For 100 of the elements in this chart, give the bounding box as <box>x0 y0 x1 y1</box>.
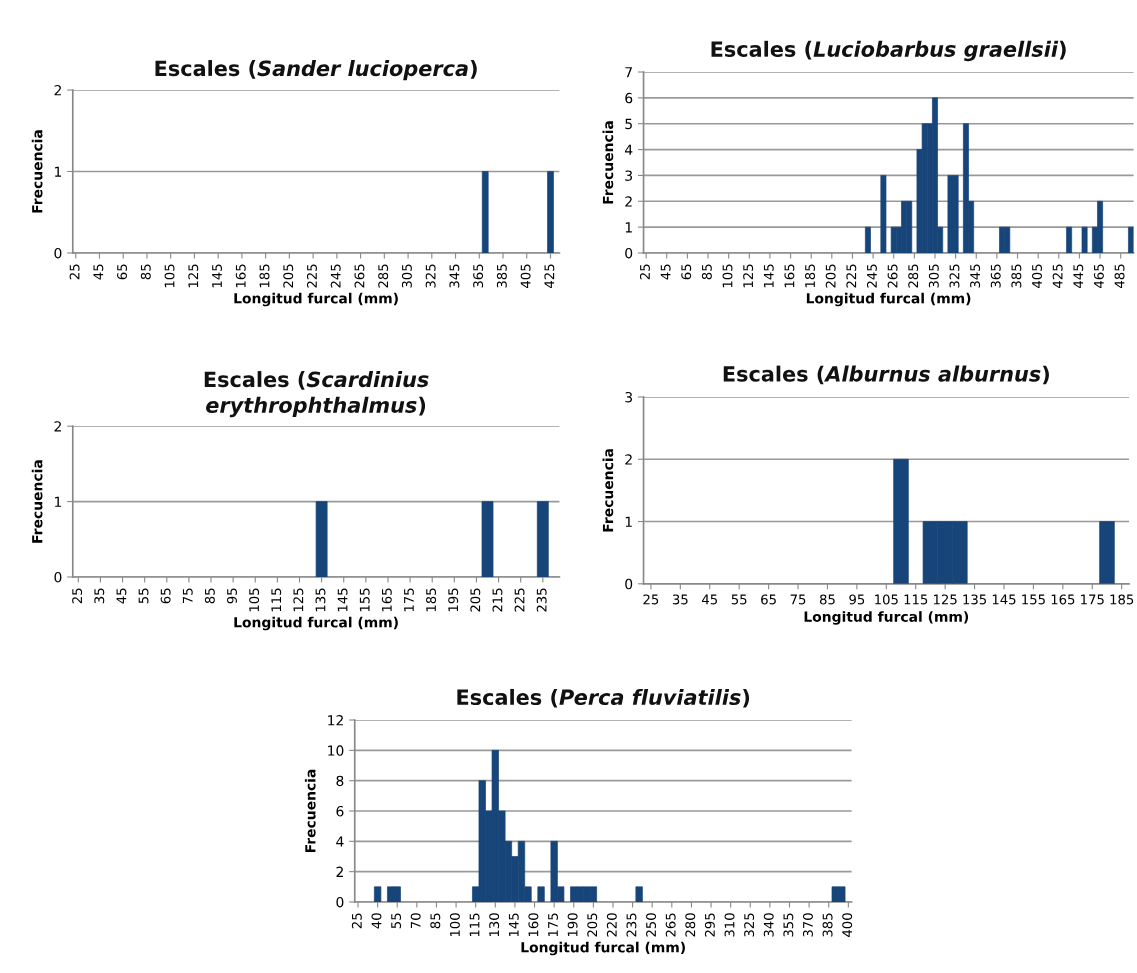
x-tick-label: 405 <box>520 264 531 288</box>
x-tick-label: 385 <box>1011 264 1022 288</box>
chart-title: Escales (Sander lucioperca) <box>155 60 477 81</box>
x-tick-label: 265 <box>887 264 898 288</box>
x-tick-label: 40 <box>371 913 382 929</box>
y-tick-label: 2 <box>54 84 61 96</box>
x-tick-label: 425 <box>544 264 555 288</box>
x-tick-label: 250 <box>646 913 657 937</box>
x-tick-label: 35 <box>94 588 105 604</box>
y-tick-label: 12 <box>328 714 343 726</box>
x-tick-label: 25 <box>69 264 80 280</box>
x-tick-label: 325 <box>744 913 755 937</box>
x-tick-label: 225 <box>306 264 317 288</box>
x-tick-label: 345 <box>449 264 460 288</box>
x-tick-label: 85 <box>204 588 215 604</box>
x-tick-label: 445 <box>1073 264 1084 288</box>
x-tick-label: 105 <box>164 264 175 288</box>
x-tick-label: 75 <box>182 588 193 604</box>
x-axis-title: Longitud furcal (mm) <box>234 616 398 631</box>
x-tick-label: 305 <box>928 264 939 288</box>
x-tick-label: 465 <box>1093 264 1104 288</box>
y-tick-label: 3 <box>625 170 633 181</box>
x-tick-label: 340 <box>763 913 774 937</box>
x-tick-label: 55 <box>138 588 149 604</box>
x-tick-label: 105 <box>249 588 260 612</box>
chart-title: Escales (Alburnus alburnus) <box>723 365 1049 385</box>
x-tick-label: 165 <box>235 264 246 288</box>
y-axis-title: Frecuencia <box>31 130 43 213</box>
x-tick-label: 280 <box>685 913 696 937</box>
y-tick-label: 2 <box>625 196 632 207</box>
y-tick-label: 0 <box>54 571 62 583</box>
x-tick-label: 125 <box>743 264 754 288</box>
x-tick-label: 125 <box>934 594 957 605</box>
chart-title: Escales (Luciobarbus graellsii) <box>711 40 1066 62</box>
x-tick-label: 205 <box>825 264 836 288</box>
chart-title: Escales (Perca fluviatilis) <box>457 688 750 708</box>
y-axis-title: Frecuencia <box>304 769 316 853</box>
x-tick-label: 130 <box>489 913 500 937</box>
x-tick-label: 165 <box>381 588 392 612</box>
x-tick-label: 145 <box>992 594 1016 605</box>
y-tick-label: 7 <box>625 67 632 78</box>
x-tick-label: 175 <box>1081 594 1104 605</box>
x-tick-label: 365 <box>990 264 1001 288</box>
x-tick-label: 25 <box>639 264 650 280</box>
x-tick-label: 45 <box>116 588 127 604</box>
y-tick-label: 1 <box>55 166 62 177</box>
y-tick-label: 4 <box>336 836 344 847</box>
x-tick-label: 75 <box>790 594 806 605</box>
y-tick-label: 0 <box>336 896 344 908</box>
x-tick-label: 155 <box>359 588 370 612</box>
x-tick-label: 405 <box>1032 264 1042 288</box>
x-tick-label: 285 <box>378 264 389 288</box>
x-tick-label: 165 <box>784 264 795 288</box>
x-tick-label: 365 <box>473 264 484 288</box>
y-tick-label: 2 <box>336 866 343 877</box>
y-tick-label: 0 <box>625 247 633 259</box>
x-tick-label: 55 <box>391 913 402 929</box>
x-tick-label: 65 <box>160 588 171 604</box>
x-tick-label: 225 <box>514 588 525 612</box>
x-tick-label: 235 <box>626 913 637 937</box>
x-tick-label: 370 <box>802 913 813 937</box>
y-tick-label: 1 <box>55 496 62 507</box>
x-tick-label: 225 <box>846 264 857 288</box>
x-tick-label: 425 <box>1052 264 1063 288</box>
x-tick-label: 385 <box>822 913 833 937</box>
x-tick-label: 145 <box>337 588 348 612</box>
y-axis-title: Frecuencia <box>31 460 43 543</box>
x-axis-title: Longitud furcal (mm) <box>521 941 685 956</box>
x-tick-label: 400 <box>842 913 853 937</box>
x-tick-label: 185 <box>259 264 270 288</box>
x-tick-label: 160 <box>528 913 539 937</box>
x-tick-label: 125 <box>293 588 304 612</box>
x-tick-label: 485 <box>1114 264 1125 288</box>
x-tick-label: 45 <box>93 264 104 280</box>
x-tick-label: 125 <box>188 264 199 288</box>
x-tick-label: 70 <box>410 913 421 929</box>
x-axis-title: Longitud furcal (mm) <box>806 292 971 307</box>
x-tick-label: 325 <box>949 264 960 288</box>
y-tick-label: 1 <box>625 222 632 233</box>
y-tick-label: 5 <box>625 118 632 130</box>
x-tick-label: 295 <box>704 913 715 937</box>
x-tick-label: 100 <box>449 913 460 937</box>
chart-title: Escales (Scardinius erythrophthalmus) <box>204 371 429 418</box>
x-axis-title: Longitud furcal (mm) <box>234 292 398 307</box>
x-tick-label: 135 <box>963 594 986 605</box>
x-tick-label: 310 <box>724 913 735 937</box>
x-tick-label: 95 <box>849 594 865 605</box>
x-tick-label: 105 <box>722 264 733 288</box>
x-tick-label: 205 <box>283 264 294 288</box>
x-tick-label: 355 <box>783 913 794 937</box>
x-tick-label: 175 <box>404 588 414 612</box>
x-tick-label: 115 <box>469 913 480 937</box>
x-tick-label: 45 <box>660 264 671 280</box>
x-tick-label: 325 <box>425 264 436 288</box>
x-tick-label: 175 <box>548 913 558 937</box>
x-tick-label: 85 <box>140 264 151 280</box>
x-tick-label: 205 <box>587 913 598 937</box>
x-tick-label: 65 <box>117 264 128 280</box>
x-tick-label: 45 <box>702 594 717 605</box>
x-tick-label: 220 <box>606 913 617 937</box>
